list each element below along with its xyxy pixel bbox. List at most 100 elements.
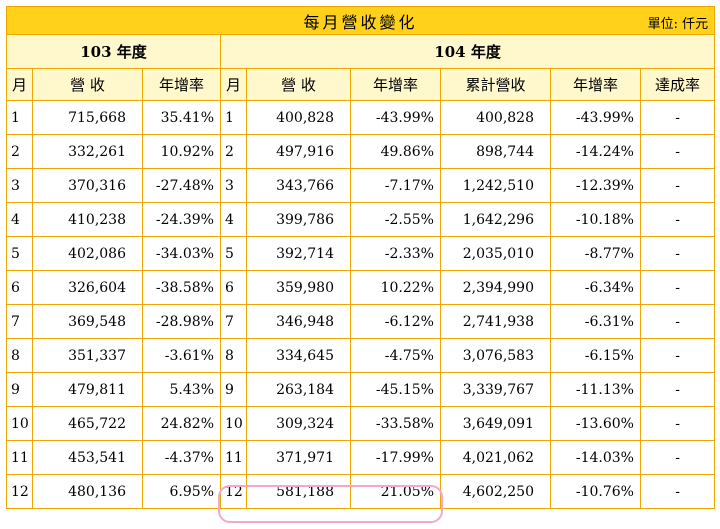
cell-m104: 8 — [220, 338, 247, 373]
cell-m103: 7 — [6, 304, 33, 339]
cell-yoy104: -7.17% — [350, 168, 441, 203]
year-104-header: 104 年度 — [219, 34, 716, 69]
cell-rev104: 399,786 — [246, 202, 351, 237]
cell-m104: 2 — [220, 134, 247, 169]
cell-m104: 7 — [220, 304, 247, 339]
cell-yoy103: 6.95% — [142, 474, 221, 509]
cell-m103: 6 — [6, 270, 33, 305]
cell-cum104: 898,744 — [440, 134, 551, 169]
cell-rev104: 371,971 — [246, 440, 351, 475]
cell-m104: 3 — [220, 168, 247, 203]
cell-ach: - — [639, 372, 716, 407]
cell-m103: 5 — [6, 236, 33, 271]
cell-rev103: 480,136 — [32, 474, 143, 509]
table-row: 10 465,722 24.82% 10 309,324 -33.58% 3,649,091… — [6, 406, 716, 441]
cell-m104: 10 — [220, 406, 247, 441]
col-header-cum-yoy-104: 年增率 — [550, 68, 641, 101]
table-body: 1 715,668 35.41% 1 400,828 -43.99% 400,828 -43.… — [6, 100, 716, 509]
table-row: 1 715,668 35.41% 1 400,828 -43.99% 400,828 -43.… — [6, 100, 716, 135]
cell-rev104: 346,948 — [246, 304, 351, 339]
cell-rev103: 465,722 — [32, 406, 143, 441]
cell-rev104: 263,184 — [246, 372, 351, 407]
cell-cumyoy104: -11.13% — [550, 372, 641, 407]
cell-rev104: 400,828 — [246, 100, 351, 135]
cell-m104: 9 — [220, 372, 247, 407]
cell-yoy104: -2.33% — [350, 236, 441, 271]
cell-rev103: 410,238 — [32, 202, 143, 237]
cell-cumyoy104: -13.60% — [550, 406, 641, 441]
cell-ach: - — [639, 202, 716, 237]
cell-m104: 5 — [220, 236, 247, 271]
cell-m103: 1 — [6, 100, 33, 135]
cell-ach: - — [639, 474, 716, 509]
column-header-row: 月 營 收 年增率 月 營 收 年增率 累計營收 年增率 達成率 — [6, 68, 716, 101]
cell-ach: - — [639, 440, 716, 475]
cell-ach: - — [639, 168, 716, 203]
col-header-month-104: 月 — [220, 68, 247, 101]
cell-cumyoy104: -6.34% — [550, 270, 641, 305]
cell-cumyoy104: -12.39% — [550, 168, 641, 203]
cell-rev103: 370,316 — [32, 168, 143, 203]
cell-yoy104: -6.12% — [350, 304, 441, 339]
cell-ach: - — [639, 338, 716, 373]
col-header-month-103: 月 — [6, 68, 33, 101]
cell-rev104: 392,714 — [246, 236, 351, 271]
cell-cumyoy104: -6.31% — [550, 304, 641, 339]
cell-yoy103: 5.43% — [142, 372, 221, 407]
cell-rev104: 334,645 — [246, 338, 351, 373]
cell-m103: 4 — [6, 202, 33, 237]
cell-rev103: 332,261 — [32, 134, 143, 169]
cell-cumyoy104: -14.03% — [550, 440, 641, 475]
table-row: 12 480,136 6.95% 12 581,188 21.05% 4,602,250 -1… — [6, 474, 716, 509]
year-header-row: 103 年度 104 年度 — [6, 34, 716, 69]
title-cell: 每月營收變化 單位: 仟元 — [5, 6, 716, 35]
cell-cumyoy104: -8.77% — [550, 236, 641, 271]
cell-m103: 8 — [6, 338, 33, 373]
cell-cum104: 2,035,010 — [440, 236, 551, 271]
col-header-yoy-104: 年增率 — [350, 68, 441, 101]
cell-cum104: 1,242,510 — [440, 168, 551, 203]
unit-label: 單位: 仟元 — [647, 17, 709, 32]
cell-rev103: 369,548 — [32, 304, 143, 339]
cell-cumyoy104: -6.15% — [550, 338, 641, 373]
cell-yoy103: 10.92% — [142, 134, 221, 169]
cell-ach: - — [639, 100, 716, 135]
cell-yoy104: -45.15% — [350, 372, 441, 407]
cell-cumyoy104: -10.76% — [550, 474, 641, 509]
cell-yoy103: -4.37% — [142, 440, 221, 475]
cell-m103: 10 — [6, 406, 33, 441]
cell-m103: 12 — [6, 474, 33, 509]
cell-cumyoy104: -43.99% — [550, 100, 641, 135]
year-103-header: 103 年度 — [6, 34, 221, 69]
cell-rev103: 326,604 — [32, 270, 143, 305]
table-row: 4 410,238 -24.39% 4 399,786 -2.55% 1,642,296 -1… — [6, 202, 716, 237]
cell-cum104: 3,339,767 — [440, 372, 551, 407]
cell-ach: - — [639, 134, 716, 169]
cell-yoy104: -17.99% — [350, 440, 441, 475]
cell-rev103: 715,668 — [32, 100, 143, 135]
cell-yoy103: 24.82% — [142, 406, 221, 441]
table-row: 6 326,604 -38.58% 6 359,980 10.22% 2,394,990 -6… — [6, 270, 716, 305]
cell-m103: 3 — [6, 168, 33, 203]
cell-cum104: 2,741,938 — [440, 304, 551, 339]
cell-ach: - — [639, 304, 716, 339]
cell-cumyoy104: -10.18% — [550, 202, 641, 237]
table-row: 2 332,261 10.92% 2 497,916 49.86% 898,744 -14.2… — [6, 134, 716, 169]
monthly-revenue-table: 每月營收變化 單位: 仟元 103 年度 104 年度 月 營 收 年增率 月 … — [5, 6, 716, 509]
cell-m104: 4 — [220, 202, 247, 237]
cell-rev104: 359,980 — [246, 270, 351, 305]
cell-cum104: 400,828 — [440, 100, 551, 135]
cell-rev103: 453,541 — [32, 440, 143, 475]
cell-yoy103: -3.61% — [142, 338, 221, 373]
cell-yoy104: -33.58% — [350, 406, 441, 441]
table-row: 3 370,316 -27.48% 3 343,766 -7.17% 1,242,510 -1… — [6, 168, 716, 203]
cell-ach: - — [639, 270, 716, 305]
cell-m104: 6 — [220, 270, 247, 305]
cell-yoy104: 49.86% — [350, 134, 441, 169]
cell-cumyoy104: -14.24% — [550, 134, 641, 169]
cell-cum104: 4,602,250 — [440, 474, 551, 509]
cell-ach: - — [639, 406, 716, 441]
cell-rev103: 402,086 — [32, 236, 143, 271]
col-header-revenue-104: 營 收 — [246, 68, 351, 101]
cell-m104: 11 — [220, 440, 247, 475]
